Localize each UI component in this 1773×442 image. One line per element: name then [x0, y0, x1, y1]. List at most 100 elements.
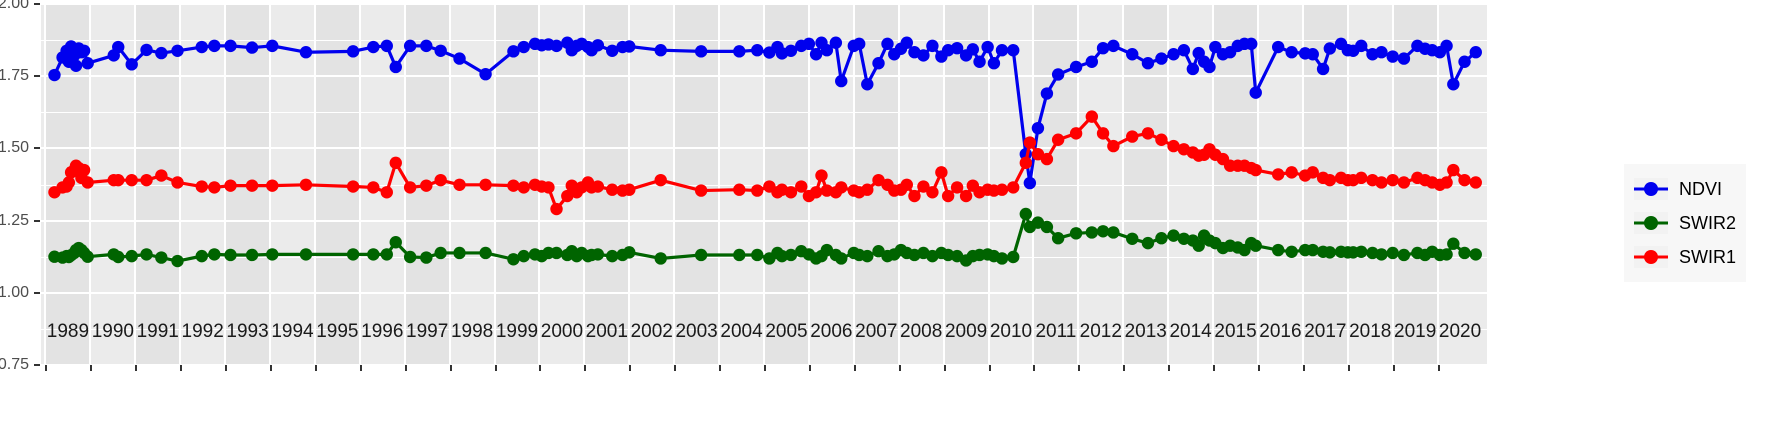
- data-point: [815, 169, 828, 182]
- x-axis-year-label: 2012: [1079, 321, 1122, 342]
- x-axis-year-label: 2015: [1214, 321, 1257, 342]
- data-point: [266, 179, 279, 192]
- plot-panel: 1989 1990 1991 1992 1993 1994 1995 1996 1997 1998…: [41, 3, 1487, 366]
- data-point: [1167, 139, 1180, 153]
- data-point: [1107, 226, 1120, 239]
- data-point: [1069, 227, 1083, 240]
- data-point: [591, 248, 605, 261]
- data-point: [784, 248, 798, 262]
- data-point: [1141, 236, 1155, 250]
- data-point: [1306, 166, 1319, 179]
- data-point: [140, 248, 153, 261]
- data-point: [1107, 39, 1120, 53]
- data-point: [1186, 62, 1200, 76]
- data-point: [389, 156, 402, 170]
- legend-item-label: SWIR2: [1679, 212, 1737, 233]
- data-point: [299, 46, 313, 59]
- data-point: [935, 166, 948, 179]
- data-point: [623, 183, 636, 196]
- data-point: [367, 248, 380, 261]
- gridline-vertical: [1167, 4, 1170, 365]
- data-point: [1447, 163, 1460, 177]
- legend-item-ndvi[interactable]: NDVI: [1634, 172, 1736, 206]
- gridline-vertical: [1212, 4, 1215, 365]
- data-point: [809, 186, 823, 199]
- data-point: [1440, 248, 1453, 261]
- data-point: [479, 246, 492, 260]
- data-point: [1141, 57, 1155, 70]
- legend-item-swir1[interactable]: SWIR1: [1634, 240, 1736, 274]
- data-point: [820, 44, 834, 57]
- x-axis-year-label: 2007: [855, 321, 898, 342]
- y-axis-tick-mark: [34, 3, 40, 5]
- legend-item-label: NDVI: [1679, 178, 1723, 199]
- data-point: [941, 189, 955, 203]
- data-point: [1167, 48, 1180, 61]
- gridline-vertical: [807, 4, 810, 365]
- x-axis-tick-mark: [314, 365, 317, 371]
- data-point: [69, 59, 83, 72]
- data-point: [900, 36, 913, 49]
- data-point: [1155, 52, 1168, 65]
- x-axis-tick-mark: [359, 365, 362, 371]
- data-point: [987, 57, 1001, 70]
- x-axis-tick-mark: [1078, 365, 1081, 371]
- data-point: [1323, 173, 1337, 187]
- x-axis-year-label: 2011: [1035, 321, 1077, 342]
- data-point: [1285, 166, 1298, 179]
- data-point: [1375, 248, 1388, 261]
- data-point: [224, 248, 237, 262]
- data-point: [1469, 46, 1482, 59]
- data-point: [1107, 139, 1120, 153]
- x-axis-year-label: 1997: [406, 321, 449, 342]
- data-point: [950, 41, 964, 55]
- data-point: [1386, 173, 1399, 187]
- data-point: [542, 181, 555, 194]
- data-point: [1323, 246, 1337, 259]
- data-point: [1023, 176, 1037, 190]
- data-point: [1271, 40, 1285, 54]
- x-axis-tick-mark: [90, 365, 93, 371]
- data-point: [1085, 55, 1099, 68]
- data-point: [995, 44, 1009, 57]
- data-point: [434, 44, 447, 57]
- x-axis-tick-mark: [45, 365, 48, 371]
- x-axis-tick-mark: [674, 365, 677, 371]
- data-point: [420, 39, 433, 53]
- x-axis-tick-mark: [943, 365, 946, 371]
- legend-item-swir2[interactable]: SWIR2: [1634, 206, 1736, 240]
- data-point: [389, 60, 402, 74]
- legend-key-swatch: [1634, 178, 1668, 200]
- data-point: [507, 179, 520, 192]
- data-point: [654, 44, 667, 57]
- x-axis-year-label: 2002: [630, 321, 673, 342]
- data-point: [606, 249, 619, 263]
- data-point: [245, 41, 259, 54]
- data-point: [1386, 246, 1399, 260]
- data-point: [784, 186, 798, 199]
- y-axis-tick-mark: [34, 291, 40, 294]
- data-point: [694, 45, 708, 58]
- data-point: [654, 173, 667, 187]
- data-point: [155, 169, 168, 182]
- data-point: [112, 250, 125, 264]
- gridline-vertical: [1077, 4, 1080, 365]
- data-point: [208, 181, 221, 194]
- data-point: [654, 252, 667, 265]
- gridline-vertical: [448, 4, 451, 365]
- data-point: [81, 57, 94, 70]
- data-point: [1440, 176, 1453, 189]
- data-point: [403, 39, 417, 53]
- data-point: [1249, 163, 1262, 177]
- y-axis-tick-label: 1.25: [0, 211, 29, 229]
- data-point: [112, 40, 125, 54]
- data-point: [140, 173, 153, 187]
- data-point: [733, 248, 746, 262]
- data-point: [1141, 127, 1155, 140]
- x-axis-tick-mark: [1123, 365, 1126, 371]
- data-point: [346, 45, 360, 58]
- x-axis-year-label: 1993: [226, 321, 269, 342]
- data-point: [1386, 50, 1399, 63]
- data-point: [1155, 133, 1168, 146]
- data-point: [507, 45, 520, 58]
